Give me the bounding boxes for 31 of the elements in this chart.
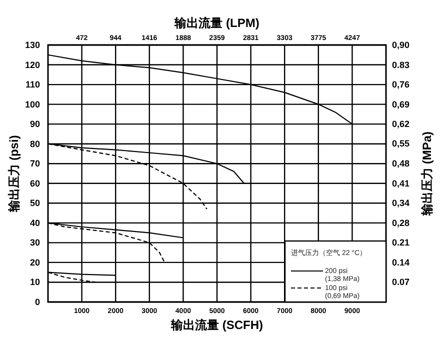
y2-tick-label: 0,48 (392, 158, 410, 168)
y2-tick-label: 0.14 (392, 257, 410, 268)
y-tick-label: 50 (30, 198, 40, 208)
y-tick-label: 110 (25, 80, 40, 90)
y2-tick-label: 0,28 (392, 218, 410, 228)
y2-tick-label: 0,34 (392, 198, 410, 208)
y-axis-title: 输出压力 (psi) (7, 135, 21, 213)
x2-axis-title: 输出流量 (LPM) (174, 16, 260, 30)
y-tick-label: 120 (24, 60, 40, 70)
y-tick-label: 130 (24, 40, 40, 50)
y-tick-label: 80 (30, 138, 40, 149)
y-tick-label: 70 (30, 158, 40, 169)
x-axis-title: 输出流量 (SCFH) (170, 318, 263, 332)
y2-tick-label: 0.07 (392, 277, 410, 288)
y-tick-label: 40 (30, 218, 40, 228)
y-tick-label: 90 (30, 119, 40, 130)
y-tick-label: 60 (30, 178, 40, 188)
y2-tick-label: 0,62 (392, 118, 410, 129)
y2-tick-label: 0,69 (392, 99, 410, 110)
y-tick-label: 20 (30, 257, 40, 268)
y-tick-label: 30 (30, 238, 40, 248)
y-tick-label: 100 (24, 99, 40, 110)
y-tick-label: 0 (34, 297, 40, 307)
y2-tick-label: 0.21 (392, 238, 410, 248)
y2-tick-label: 0,41 (392, 178, 410, 188)
y2-tick-label: 0,90 (392, 40, 410, 50)
y2-tick-label: 0,55 (392, 138, 410, 149)
y-tick-label: 10 (30, 277, 40, 288)
y2-tick-label: 0,76 (392, 80, 410, 90)
y2-tick-label: 0.83 (392, 60, 410, 70)
y2-axis-title: 输出压力 (MPa) (420, 131, 434, 216)
